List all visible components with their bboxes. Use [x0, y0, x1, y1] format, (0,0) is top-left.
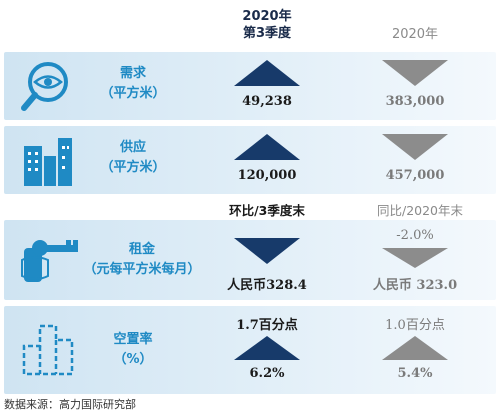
- row-vacancy-col2-change: 1.0百分点: [385, 318, 445, 333]
- row-demand-col1-value: 49,238: [242, 94, 292, 109]
- col2-subheader: 同比/2020年末: [376, 203, 464, 218]
- source-note: 数据来源：高力国际研究部: [4, 398, 136, 411]
- col2-header: 2020年: [360, 26, 470, 43]
- row-demand-label: 需求 （平方米）: [78, 64, 188, 104]
- row-demand-col2-value: 383,000: [385, 94, 445, 109]
- buildings-icon: [24, 138, 72, 186]
- row-rent-col1-down-arrow-icon: [234, 238, 300, 264]
- row-supply-col2-value: 457,000: [385, 168, 445, 183]
- row-demand-col1-up-arrow-icon: [234, 60, 300, 86]
- col1-header-quarter: 第3季度: [242, 26, 292, 41]
- row-demand-label-unit: （平方米）: [100, 86, 166, 101]
- col2-header-year: 2020年: [391, 27, 439, 42]
- key-hand-icon: [21, 240, 78, 282]
- row-vacancy-label-name: 空置率: [113, 332, 153, 347]
- row-rent-col1-value: 人民币328.4: [227, 278, 307, 293]
- col1-header: 2020年 第3季度: [212, 8, 322, 42]
- row-supply-col1-up-arrow-icon: [234, 134, 300, 160]
- row-vacancy-col1-value: 6.2%: [249, 366, 285, 381]
- row-vacancy-col1-up-arrow-icon: [234, 336, 300, 360]
- row-demand-col2-down-arrow-icon: [382, 60, 448, 86]
- row-rent-label-unit: （元每平方米每月）: [83, 262, 201, 277]
- row-demand-label-name: 需求: [119, 66, 146, 81]
- row-vacancy-col1-change: 1.7百分点: [236, 318, 298, 333]
- row-supply-label-name: 供应: [119, 140, 146, 155]
- vacant-building-icon: [22, 324, 74, 376]
- row-vacancy-col2-value: 5.4%: [397, 366, 433, 381]
- row-supply-col2-down-arrow-icon: [382, 134, 448, 160]
- magnifier-eye-icon: [21, 62, 68, 111]
- row-rent-col2-change: -2.0%: [396, 228, 434, 243]
- row-supply-label: 供应 （平方米）: [78, 138, 188, 178]
- row-rent-col2-value: 人民币 323.0: [372, 278, 458, 293]
- col1-subheader: 环比/3季度末: [229, 203, 305, 218]
- row-rent-label: 租金 （元每平方米每月）: [72, 240, 212, 280]
- row-vacancy-col2-up-arrow-icon: [382, 336, 448, 360]
- row-rent-label-name: 租金: [128, 242, 155, 257]
- row-vacancy-label: 空置率 （%）: [78, 330, 188, 370]
- row-vacancy-label-unit: （%）: [113, 352, 153, 367]
- col1-header-year: 2020年: [242, 9, 292, 24]
- row-rent-col2-down-arrow-icon: [382, 248, 448, 268]
- row-supply-col1-value: 120,000: [237, 168, 297, 183]
- row-supply-label-unit: （平方米）: [100, 160, 166, 175]
